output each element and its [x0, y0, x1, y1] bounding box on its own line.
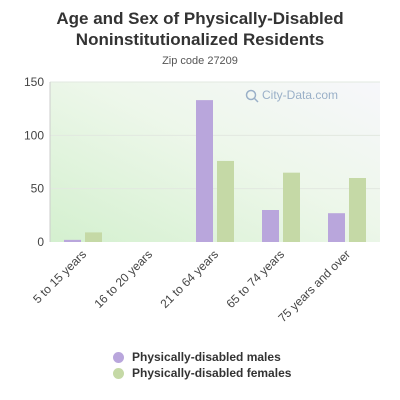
chart-title: Age and Sex of Physically-Disabled Nonins… — [56, 9, 344, 49]
legend-label-males: Physically-disabled males — [132, 350, 281, 364]
x-tick-label: 21 to 64 years — [157, 247, 221, 311]
x-tick-label: 16 to 20 years — [91, 247, 155, 311]
watermark-magnifier-icon — [245, 89, 257, 101]
legend-swatch-males — [113, 351, 124, 363]
legend-swatch-females — [113, 367, 124, 379]
y-tick-label: 50 — [31, 182, 45, 196]
y-tick-label: 150 — [24, 75, 44, 89]
bar-males — [262, 210, 279, 242]
x-tick-label: 65 to 74 years — [223, 247, 287, 311]
y-tick-label: 100 — [24, 128, 44, 142]
bar-males — [64, 239, 81, 242]
legend-label-females: Physically-disabled females — [132, 366, 292, 380]
bar-females — [217, 160, 234, 242]
legend: Physically-disabled males Physically-dis… — [113, 349, 291, 381]
plot-background — [50, 82, 380, 242]
legend-item-females: Physically-disabled females — [113, 365, 291, 381]
bar-females — [85, 232, 102, 242]
bar-males — [328, 213, 345, 242]
chart-subtitle: Zip code 27209 — [162, 55, 238, 67]
watermark: City-Data.com — [245, 88, 338, 103]
bar-males — [196, 100, 213, 242]
y-tick-label: 0 — [37, 235, 44, 249]
x-tick-label: 75 years and over — [275, 247, 353, 325]
legend-item-males: Physically-disabled males — [113, 349, 291, 365]
x-tick-label: 5 to 15 years — [30, 247, 89, 306]
grid-lines — [50, 81, 380, 190]
watermark-text: City-Data.com — [262, 88, 338, 102]
bar-females — [349, 178, 366, 242]
bar-females — [283, 172, 300, 242]
